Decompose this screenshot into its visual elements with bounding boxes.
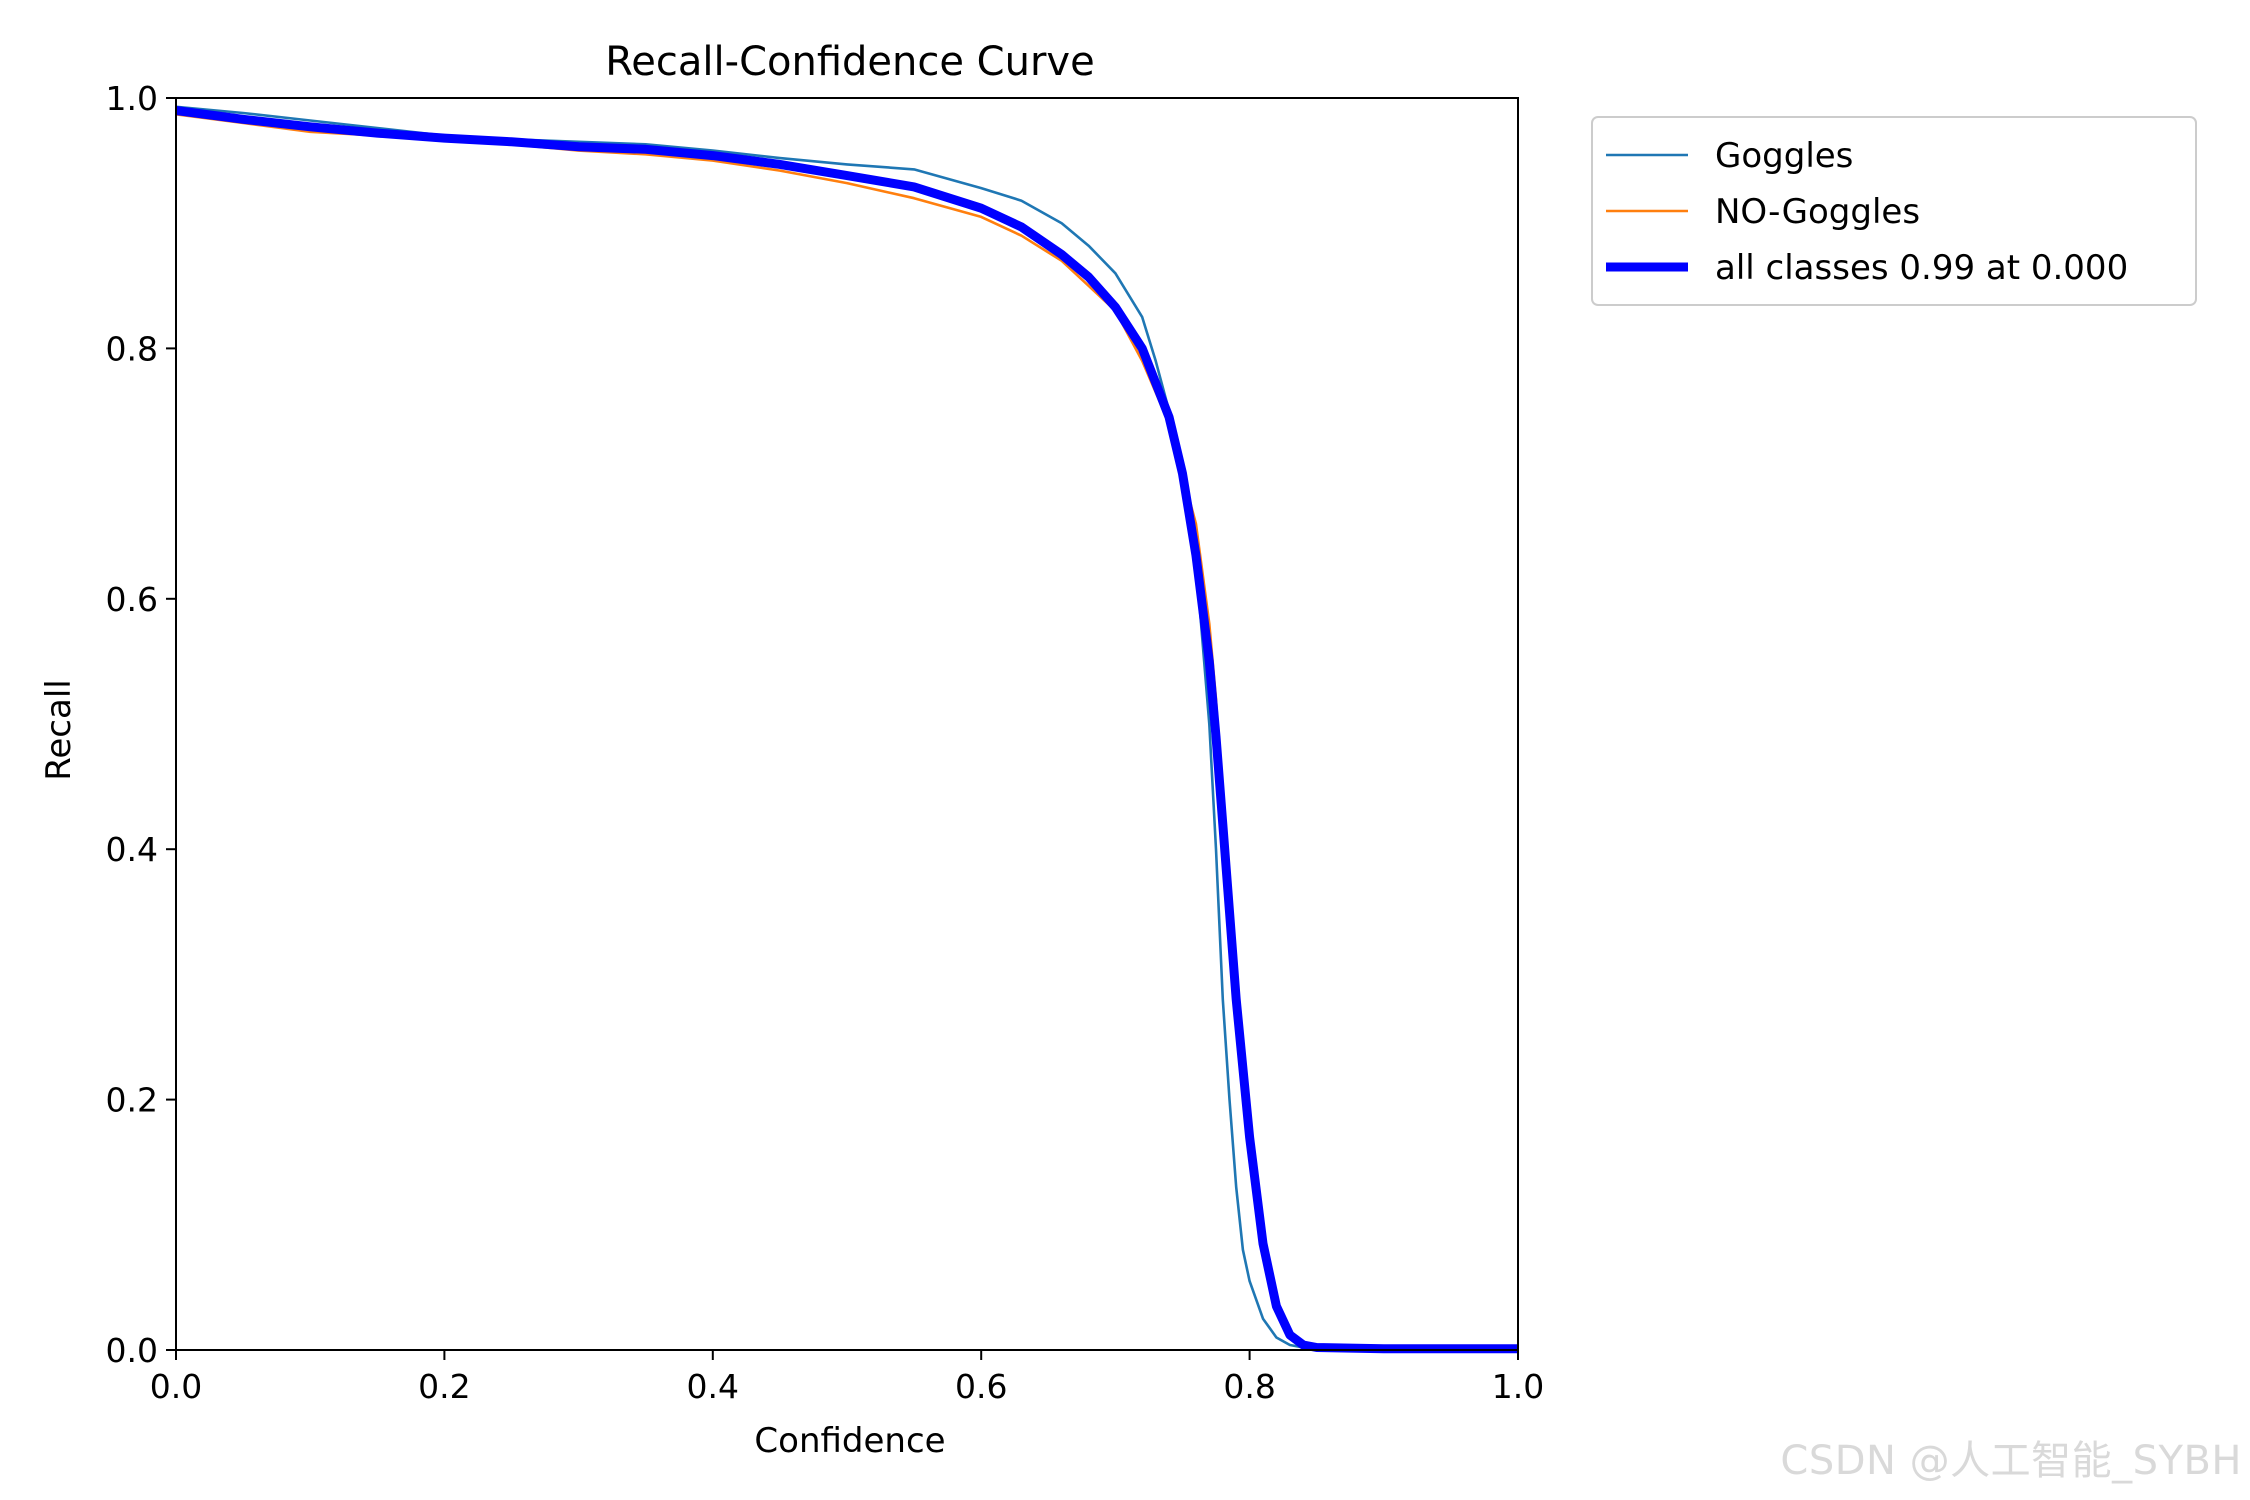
x-tick-label: 1.0 xyxy=(1492,1367,1544,1406)
y-tick-label: 1.0 xyxy=(106,79,158,118)
x-tick-label: 0.4 xyxy=(687,1367,739,1406)
watermark: CSDN @人工智能_SYBH xyxy=(1780,1438,2242,1484)
x-tick-label: 0.6 xyxy=(955,1367,1007,1406)
y-tick-label: 0.4 xyxy=(106,830,158,869)
chart-title: Recall-Confidence Curve xyxy=(605,39,1094,85)
y-axis-label: Recall xyxy=(39,679,79,780)
y-tick-label: 0.6 xyxy=(106,580,158,619)
y-tick-label: 0.8 xyxy=(106,329,158,368)
legend-label-0: Goggles xyxy=(1715,136,1853,176)
legend-label-2: all classes 0.99 at 0.000 xyxy=(1715,248,2128,288)
plot-frame xyxy=(175,97,1519,1351)
legend-box xyxy=(1591,116,2197,306)
legend: Goggles NO-Goggles all classes 0.99 at 0.0… xyxy=(1591,116,2197,306)
series-layer xyxy=(175,105,1518,1354)
y-tick-label: 0.2 xyxy=(106,1081,158,1120)
legend-label-1: NO-Goggles xyxy=(1715,192,1920,232)
axes-layer: 0.0 0.2 0.4 0.6 0.8 1.0 0.0 0.2 0.4 0.6 0.8 1.0 xyxy=(106,79,1545,1406)
x-axis-label: Confidence xyxy=(754,1421,945,1461)
x-tick-label: 0.0 xyxy=(150,1367,202,1406)
y-tick-label: 0.0 xyxy=(106,1331,158,1370)
series-line-2 xyxy=(175,106,1518,1354)
x-tick-label: 0.2 xyxy=(418,1367,470,1406)
x-tick-label: 0.8 xyxy=(1223,1367,1275,1406)
